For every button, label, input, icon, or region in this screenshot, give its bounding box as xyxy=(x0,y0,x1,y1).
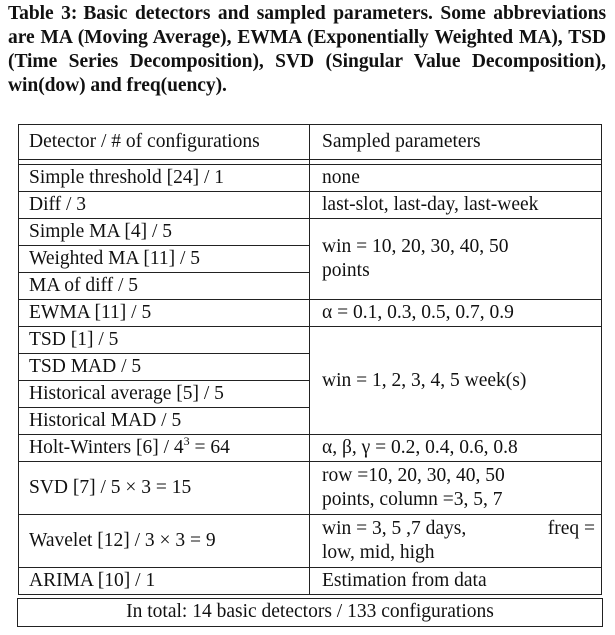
params-cell: row =10, 20, 30, 40, 50 points, column =… xyxy=(309,461,602,515)
detector-cell: Simple MA [4] / 5 xyxy=(18,218,310,246)
detector-cell: EWMA [11] / 5 xyxy=(18,299,310,327)
caption-text: Basic detectors and sampled parameters. … xyxy=(8,3,607,96)
detector-cell: Wavelet [12] / 3 × 3 = 9 xyxy=(18,514,310,568)
header-parameters: Sampled parameters xyxy=(309,124,602,160)
params-line: win = 10, 20, 30, 40, 50 xyxy=(322,236,509,257)
detector-cell: ARIMA [10] / 1 xyxy=(18,567,310,595)
detector-cell: TSD MAD / 5 xyxy=(18,353,310,381)
params-cell: win = 10, 20, 30, 40, 50 points xyxy=(309,218,602,300)
params-cell: last-slot, last-day, last-week xyxy=(309,191,602,219)
params-line: points, column =3, 5, 7 xyxy=(322,489,503,510)
table-row: Historical MAD / 5 xyxy=(18,407,602,435)
detector-cell: Holt-Winters [6] / 43 = 64 xyxy=(18,434,310,462)
detector-cell: Historical average [5] / 5 xyxy=(18,380,310,408)
table-header-row: Detector / # of configurations Sampled p… xyxy=(18,124,602,160)
params-line: win = 3, 5 ,7 days, freq = xyxy=(322,517,601,541)
table-total: In total: 14 basic detectors / 133 confi… xyxy=(17,598,603,627)
table-row: MA of diff / 5 xyxy=(18,272,602,300)
params-cell: none xyxy=(309,164,602,192)
params-cell: Estimation from data xyxy=(309,567,602,595)
params-cell: α = 0.1, 0.3, 0.5, 0.7, 0.9 xyxy=(309,299,602,327)
params-line: row =10, 20, 30, 40, 50 xyxy=(322,465,505,486)
table-row: Weighted MA [11] / 5 xyxy=(18,245,602,273)
detector-text-tail: = 64 xyxy=(189,437,230,458)
caption-label: Table 3: xyxy=(8,3,78,24)
params-freq: freq = xyxy=(547,518,595,539)
detector-cell: TSD [1] / 5 xyxy=(18,326,310,354)
detector-cell: Weighted MA [11] / 5 xyxy=(18,245,310,273)
params-cell: α, β, γ = 0.2, 0.4, 0.6, 0.8 xyxy=(309,434,602,462)
params-text: win = 3, 5 ,7 days, xyxy=(322,518,467,539)
detector-cell: Historical MAD / 5 xyxy=(18,407,310,435)
table-row: Wavelet [12] / 3 × 3 = 9 win = 3, 5 ,7 d… xyxy=(18,514,602,568)
table-row: Diff / 3 last-slot, last-day, last-week xyxy=(18,191,602,219)
detector-cell: Diff / 3 xyxy=(18,191,310,219)
detectors-table: Detector / # of configurations Sampled p… xyxy=(18,124,602,595)
table-row: TSD [1] / 5 win = 1, 2, 3, 4, 5 week(s) xyxy=(18,326,602,435)
table-row: Historical average [5] / 5 xyxy=(18,380,602,408)
params-line: low, mid, high xyxy=(322,542,435,563)
detector-cell: MA of diff / 5 xyxy=(18,272,310,300)
table-row: ARIMA [10] / 1 Estimation from data xyxy=(18,567,602,595)
table-row: Simple threshold [24] / 1 none xyxy=(18,164,602,192)
table-row: SVD [7] / 5 × 3 = 15 row =10, 20, 30, 40… xyxy=(18,461,602,515)
detector-cell: SVD [7] / 5 × 3 = 15 xyxy=(18,461,310,515)
detector-cell: Simple threshold [24] / 1 xyxy=(18,164,310,192)
params-cell: win = 1, 2, 3, 4, 5 week(s) xyxy=(309,326,602,435)
header-detector: Detector / # of configurations xyxy=(18,124,310,160)
detector-exponent: 3 xyxy=(183,434,190,448)
table-row: Holt-Winters [6] / 43 = 64 α, β, γ = 0.2… xyxy=(18,434,602,462)
detector-text: Holt-Winters [6] / 4 xyxy=(29,437,184,458)
params-cell: win = 3, 5 ,7 days, freq = low, mid, high xyxy=(309,514,602,568)
table-row: EWMA [11] / 5 α = 0.1, 0.3, 0.5, 0.7, 0.… xyxy=(18,299,602,327)
params-line: points xyxy=(322,260,370,281)
table-caption: Table 3: Basic detectors and sampled para… xyxy=(8,2,606,98)
table-row: Simple MA [4] / 5 win = 10, 20, 30, 40, … xyxy=(18,218,602,300)
